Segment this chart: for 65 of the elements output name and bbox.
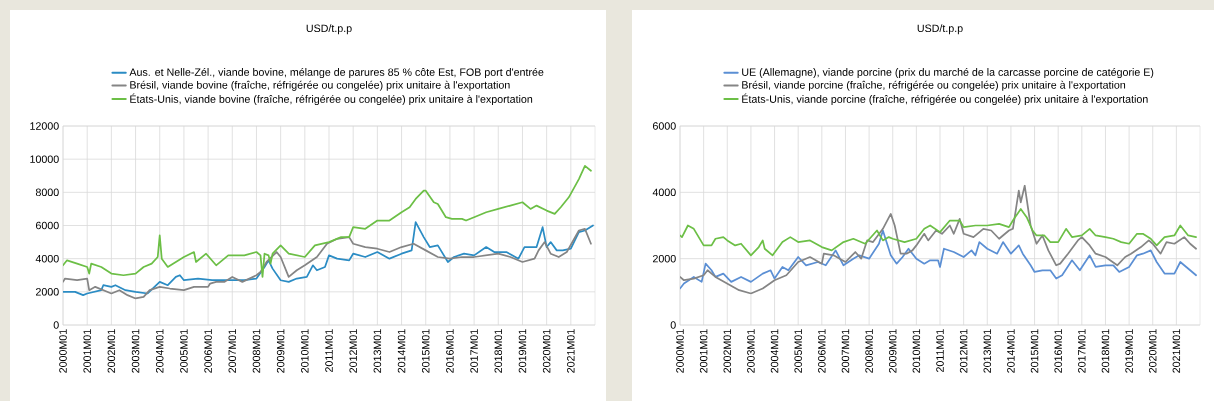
x-tick-label: 2017M01 — [470, 329, 478, 373]
x-tick-label: 2013M01 — [983, 329, 992, 373]
x-tick-label: 2014M01 — [1007, 329, 1015, 373]
x-tick-label: 2000M01 — [59, 329, 67, 373]
x-tick-label: 2011M01 — [325, 329, 333, 372]
legend-label: États-Unis, viande bovine (fraîche, réfrigérée ou congelée) prix unitaire à l'exportation — [130, 93, 533, 106]
x-tick-label: 2003M01 — [131, 329, 140, 373]
y-tick-label: 8000 — [35, 188, 59, 197]
x-tick-label: 2005M01 — [180, 329, 188, 373]
legend-label: États-Unis, viande porcine (fraîche, réfrigérée ou congelée) prix unitaire à l'exportation — [742, 93, 1148, 106]
x-tick-label: 2002M01 — [723, 329, 732, 373]
x-tick-label: 2016M01 — [1054, 329, 1062, 373]
x-tick-label: 2008M01 — [865, 329, 873, 373]
x-tick-label: 2018M01 — [1101, 329, 1110, 373]
x-tick-label: 2001M01 — [699, 329, 708, 373]
x-tick-label: 2007M01 — [228, 329, 237, 373]
y-tick-label: 0 — [670, 321, 676, 329]
x-tick-label: 2004M01 — [770, 329, 779, 373]
x-tick-label: 2001M01 — [83, 329, 91, 373]
legend-label: Aus. et Nelle-Zél., viande bovine, mélange de parures 85 % côte Est, FOB port d'entrée — [129, 67, 544, 79]
x-tick-label: 2009M01 — [276, 329, 285, 373]
x-tick-label: 2005M01 — [794, 329, 802, 373]
line-series — [680, 208, 1197, 257]
x-tick-label: 2010M01 — [301, 329, 309, 373]
y-tick-label: 6000 — [36, 221, 59, 230]
x-tick-label: 2014M01 — [397, 329, 406, 373]
y-tick-label: 12000 — [30, 122, 59, 130]
x-tick-label: 2004M01 — [155, 329, 164, 373]
x-tick-label: 2003M01 — [747, 329, 755, 373]
y-tick-label: 4000 — [652, 188, 676, 197]
x-tick-label: 2006M01 — [204, 329, 212, 373]
y-tick-label: 0 — [53, 321, 59, 329]
x-tick-label: 2008M01 — [252, 329, 261, 373]
x-tick-label: 2015M01 — [1030, 329, 1039, 373]
legend-label: Brésil, viande bovine (fraîche, réfrigérée ou congelée) prix unitaire à l'exportation — [130, 80, 510, 91]
y-tick-label: 4000 — [35, 254, 59, 263]
y-tick-label: 2000 — [36, 288, 59, 296]
x-tick-label: 2013M01 — [373, 329, 382, 373]
legend-label: UE (Allemagne), viande porcine (prix du marché de la carcasse porcine de catégorie E) — [742, 67, 1154, 79]
chart-title: USD/t.p.p — [917, 24, 963, 35]
x-tick-label: 2010M01 — [912, 329, 921, 373]
x-tick-label: 2021M01 — [567, 329, 575, 373]
x-tick-label: 2000M01 — [676, 329, 684, 373]
x-tick-label: 2007M01 — [841, 329, 850, 373]
legend-label: Brésil, viande porcine (fraîche, réfrigérée ou congelée) prix unitaire à l'exportation — [742, 80, 1126, 91]
x-tick-label: 2002M01 — [107, 329, 116, 373]
x-tick-label: 2020M01 — [542, 329, 551, 373]
x-tick-label: 2019M01 — [1125, 329, 1133, 373]
x-tick-label: 2015M01 — [421, 329, 430, 373]
x-tick-label: 2011M01 — [936, 329, 944, 372]
x-tick-label: 2009M01 — [888, 329, 897, 373]
y-tick-label: 6000 — [653, 122, 676, 130]
y-tick-label: 10000 — [30, 155, 59, 163]
x-tick-label: 2017M01 — [1078, 329, 1086, 373]
x-tick-label: 2012M01 — [959, 329, 968, 373]
x-tick-label: 2016M01 — [446, 329, 454, 373]
x-tick-label: 2019M01 — [518, 329, 527, 373]
line-series — [680, 229, 1197, 290]
x-tick-label: 2006M01 — [818, 329, 826, 373]
x-tick-label: 2021M01 — [1172, 329, 1181, 373]
x-tick-label: 2020M01 — [1148, 329, 1157, 373]
x-tick-label: 2018M01 — [494, 329, 503, 373]
y-tick-label: 2000 — [653, 254, 676, 263]
x-tick-label: 2012M01 — [349, 329, 357, 373]
chart-title: USD/t.p.p — [306, 24, 352, 35]
